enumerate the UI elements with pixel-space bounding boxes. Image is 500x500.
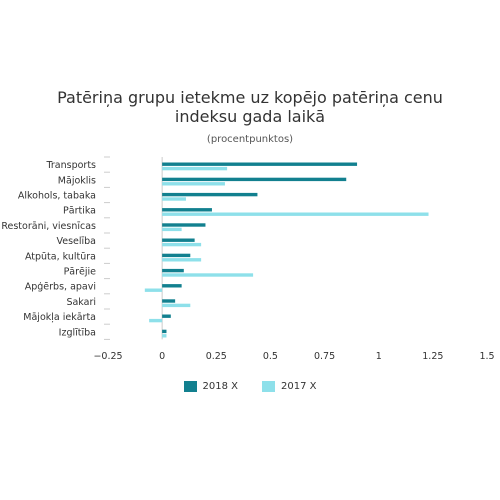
bar-2018[interactable] — [162, 253, 191, 258]
bar-2018[interactable] — [162, 208, 212, 212]
legend-item-2018[interactable]: 2018 X — [183, 381, 238, 392]
x-tick-label: −0.25 — [93, 351, 122, 362]
category-label: Sakari — [66, 297, 96, 308]
bar-2017[interactable] — [162, 197, 186, 201]
category-label: Apģērbs, apavi — [25, 282, 96, 293]
bar-2017[interactable] — [162, 182, 225, 186]
category-label: Alkohols, tabaka — [18, 191, 96, 202]
legend: 2018 X 2017 X — [0, 381, 500, 392]
bar-2017[interactable] — [162, 303, 191, 308]
bar-2018[interactable] — [162, 223, 206, 227]
category-label: Pārējie — [64, 267, 97, 278]
category-label: Mājokļa iekārta — [23, 312, 96, 323]
category-label: Atpūta, kultūra — [25, 251, 96, 262]
bar-2018[interactable] — [162, 177, 347, 182]
bar-2018[interactable] — [162, 268, 184, 273]
bar-2017[interactable] — [162, 273, 254, 277]
bar-2018[interactable] — [162, 284, 182, 288]
legend-label-2017: 2017 X — [281, 381, 317, 392]
x-tick-label: 1.5 — [479, 351, 494, 362]
bar-2017[interactable] — [162, 242, 202, 247]
bar-2018[interactable] — [162, 238, 195, 242]
bar-2017[interactable] — [162, 258, 202, 262]
category-label: Mājoklis — [58, 175, 96, 186]
bar-2018[interactable] — [162, 162, 358, 166]
legend-swatch-2017 — [262, 381, 275, 392]
x-tick-label: 0.25 — [206, 351, 227, 362]
bar-2017[interactable] — [162, 212, 429, 216]
category-label: Pārtika — [63, 206, 96, 217]
legend-label-2018: 2018 X — [202, 381, 238, 392]
bar-2017[interactable] — [144, 288, 163, 292]
category-label: Restorāni, viesnīcas — [1, 221, 96, 232]
chart-subtitle: (procentpunktos) — [206, 134, 294, 145]
x-tick-label: 1 — [376, 351, 382, 362]
legend-item-2017[interactable]: 2017 X — [262, 381, 316, 392]
category-label: Izglītība — [59, 327, 96, 338]
category-label: Transports — [45, 160, 96, 171]
bar-2018[interactable] — [162, 314, 171, 318]
bar-2017[interactable] — [149, 318, 163, 323]
x-tick-label: 0.5 — [263, 351, 278, 362]
bar-2017[interactable] — [162, 334, 167, 338]
x-tick-label: 0.75 — [314, 351, 335, 362]
bar-2017[interactable] — [162, 166, 228, 171]
chart-title: Patēriņa grupu ietekme uz kopējo patēriņ… — [57, 88, 443, 126]
category-label: Veselība — [56, 236, 96, 247]
bar-2018[interactable] — [162, 192, 258, 197]
bar-2018[interactable] — [162, 329, 167, 334]
bar-2018[interactable] — [162, 299, 176, 303]
legend-swatch-2018 — [183, 381, 197, 392]
x-tick-label: 1.25 — [422, 351, 443, 362]
x-tick-label: 0 — [159, 351, 165, 362]
bar-2017[interactable] — [162, 227, 182, 232]
